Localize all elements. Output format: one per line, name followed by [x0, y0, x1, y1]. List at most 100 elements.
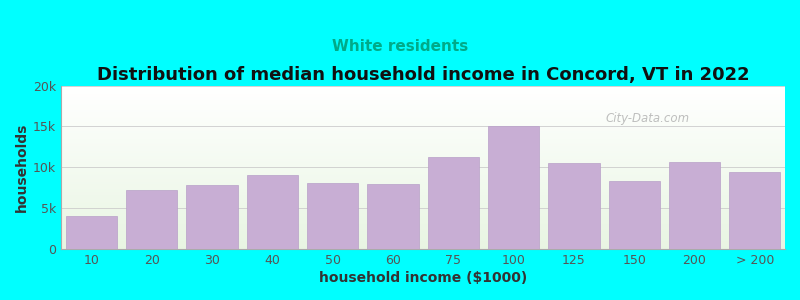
Bar — [61, 179, 785, 180]
Bar — [246, 176, 298, 249]
Bar — [61, 232, 785, 234]
Bar — [61, 238, 785, 239]
Bar — [61, 184, 785, 185]
Bar — [61, 242, 785, 244]
Bar — [61, 226, 785, 228]
Bar — [186, 185, 238, 249]
Bar — [61, 136, 785, 138]
Bar — [61, 244, 785, 246]
Bar — [61, 182, 785, 184]
Bar — [61, 156, 785, 158]
Bar — [61, 125, 785, 126]
Bar — [61, 110, 785, 112]
Title: Distribution of median household income in Concord, VT in 2022: Distribution of median household income … — [97, 66, 750, 84]
Bar — [61, 224, 785, 226]
Bar — [61, 177, 785, 179]
Bar — [61, 140, 785, 141]
Bar — [61, 95, 785, 97]
Bar — [61, 239, 785, 241]
Bar — [126, 190, 178, 249]
Bar — [61, 85, 785, 87]
Bar — [61, 135, 785, 136]
Bar — [61, 89, 785, 91]
Bar — [61, 247, 785, 249]
Bar — [61, 202, 785, 203]
Bar — [61, 241, 785, 242]
Bar — [61, 231, 785, 232]
Bar — [66, 216, 117, 249]
Bar — [61, 166, 785, 167]
Bar — [61, 170, 785, 172]
Bar — [61, 213, 785, 215]
Bar — [61, 167, 785, 169]
Bar — [61, 185, 785, 187]
Bar — [61, 161, 785, 162]
Bar — [61, 230, 785, 231]
Bar — [61, 162, 785, 164]
Bar — [61, 87, 785, 89]
Bar — [61, 146, 785, 148]
Bar — [61, 200, 785, 202]
Bar — [61, 223, 785, 224]
Bar — [61, 117, 785, 118]
Bar — [367, 184, 418, 249]
Bar — [61, 120, 785, 122]
Bar — [61, 151, 785, 153]
Bar — [61, 144, 785, 146]
Bar — [61, 194, 785, 195]
Bar — [669, 161, 720, 249]
Bar — [61, 131, 785, 133]
Bar — [61, 130, 785, 131]
Bar — [61, 164, 785, 166]
Bar — [61, 215, 785, 216]
Bar — [61, 112, 785, 113]
Bar — [61, 107, 785, 108]
Bar — [61, 158, 785, 159]
Text: City-Data.com: City-Data.com — [606, 112, 690, 125]
Bar — [61, 159, 785, 161]
Bar — [61, 228, 785, 230]
Bar — [61, 216, 785, 218]
Bar — [61, 221, 785, 223]
Bar — [61, 208, 785, 210]
Bar — [730, 172, 781, 249]
Bar — [61, 133, 785, 135]
Bar — [61, 128, 785, 130]
Bar — [61, 118, 785, 120]
Bar — [61, 172, 785, 174]
Bar — [61, 153, 785, 154]
Bar — [609, 181, 660, 249]
Bar — [61, 203, 785, 205]
Bar — [61, 236, 785, 238]
Bar — [307, 183, 358, 249]
Bar — [61, 149, 785, 151]
Bar — [61, 123, 785, 125]
Bar — [61, 126, 785, 128]
Bar — [61, 138, 785, 140]
Bar — [61, 234, 785, 236]
Bar — [61, 176, 785, 177]
Bar — [61, 220, 785, 221]
Bar — [61, 122, 785, 123]
Bar — [61, 113, 785, 115]
Bar — [61, 100, 785, 102]
Bar — [61, 206, 785, 208]
Bar — [61, 143, 785, 144]
Bar — [61, 246, 785, 247]
Bar — [61, 141, 785, 143]
Bar — [61, 205, 785, 206]
Bar — [61, 188, 785, 190]
Text: White residents: White residents — [332, 39, 468, 54]
Bar — [61, 91, 785, 92]
Bar — [61, 94, 785, 95]
Bar — [61, 212, 785, 213]
Bar — [61, 192, 785, 194]
Y-axis label: households: households — [15, 123, 29, 212]
Bar — [548, 163, 599, 249]
Bar — [61, 103, 785, 105]
Bar — [61, 218, 785, 220]
Bar — [61, 108, 785, 110]
Bar — [61, 99, 785, 100]
Bar — [61, 154, 785, 156]
Bar — [61, 198, 785, 200]
